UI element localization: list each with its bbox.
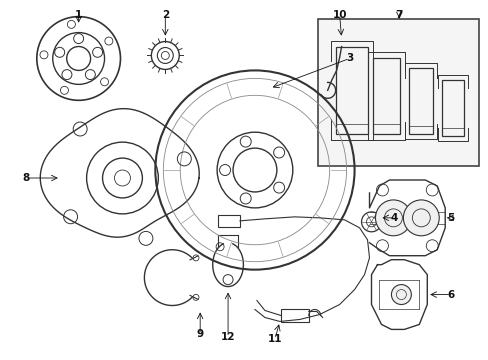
Bar: [335, 46, 367, 134]
Bar: [441, 80, 463, 136]
Circle shape: [66, 46, 90, 71]
Bar: [218, 215, 240, 227]
Text: 5: 5: [447, 213, 454, 223]
Text: 12: 12: [221, 332, 235, 342]
Bar: [408, 68, 432, 134]
Text: 11: 11: [267, 334, 282, 345]
Circle shape: [375, 200, 410, 236]
Circle shape: [233, 148, 276, 192]
Bar: [280, 309, 308, 323]
Bar: [372, 58, 400, 134]
Text: 10: 10: [332, 10, 346, 20]
Bar: [317, 19, 478, 166]
Text: 1: 1: [75, 10, 82, 20]
Text: 2: 2: [162, 10, 168, 20]
Text: 4: 4: [390, 213, 397, 223]
Text: 8: 8: [22, 173, 29, 183]
Text: 6: 6: [447, 289, 454, 300]
Bar: [334, 39, 348, 46]
Circle shape: [161, 51, 169, 59]
Text: 3: 3: [346, 54, 352, 63]
Text: 9: 9: [196, 329, 203, 339]
Circle shape: [403, 200, 438, 236]
Text: 7: 7: [395, 10, 402, 20]
Circle shape: [390, 285, 410, 305]
Circle shape: [102, 158, 142, 198]
